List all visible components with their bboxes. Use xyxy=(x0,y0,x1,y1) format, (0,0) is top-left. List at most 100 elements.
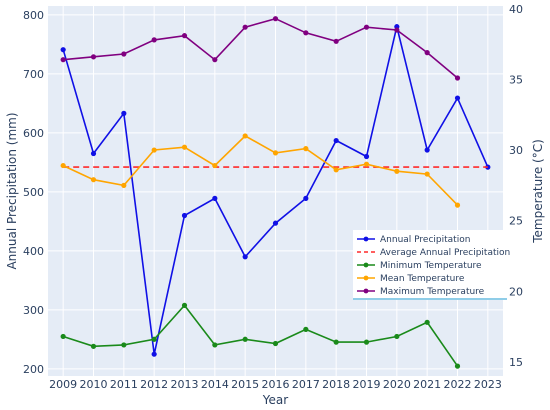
annual-precipitation-point xyxy=(272,220,279,226)
mean-temperature-legend-label: Mean Temperature xyxy=(380,274,465,284)
y-left-tick-label: 600 xyxy=(23,127,44,140)
legend-box xyxy=(353,230,507,300)
legend: Annual Precipitation Average Annual Preci… xyxy=(353,230,510,300)
annual-precipitation-point xyxy=(303,195,309,201)
minimum-temperature-point xyxy=(151,336,157,342)
x-tick-label: 2023 xyxy=(474,378,502,391)
mean-temperature-point xyxy=(60,162,66,169)
y-right-tick-label: 15 xyxy=(509,356,523,369)
maximum-temperature-point xyxy=(151,37,157,43)
minimum-temperature-line xyxy=(62,304,459,367)
annual-precipitation-point xyxy=(121,110,127,117)
x-axis-title: Year xyxy=(262,393,288,407)
minimum-temperature-point xyxy=(424,319,430,325)
minimum-temperature-point xyxy=(272,340,279,347)
y-axis-right-title: Temperature (°C) xyxy=(531,139,545,244)
minimum-temperature-point xyxy=(363,339,370,345)
x-tick-label: 2020 xyxy=(383,378,411,391)
x-tick-label: 2016 xyxy=(262,378,290,391)
annual-precipitation-point xyxy=(424,147,430,153)
annual-precipitation-point xyxy=(242,254,248,260)
x-tick-label: 2009 xyxy=(49,378,77,391)
maximum-temperature-point xyxy=(333,38,339,44)
mean-temperature-point xyxy=(272,150,279,156)
x-tick-label: 2019 xyxy=(353,378,381,391)
x-tick-label: 2012 xyxy=(140,378,168,391)
x-tick-label: 2021 xyxy=(413,378,441,391)
annual-precipitation-point xyxy=(60,47,66,53)
y-left-tick-label: 200 xyxy=(23,363,44,376)
x-tick-label: 2011 xyxy=(110,378,138,391)
x-tick-label: 2015 xyxy=(231,378,259,391)
minimum-temperature-point xyxy=(242,336,248,342)
x-tick-label: 2018 xyxy=(322,378,350,391)
y-right-tick-label: 25 xyxy=(509,215,523,228)
minimum-temperature-point xyxy=(121,342,127,348)
maximum-temperature-point xyxy=(424,50,430,56)
mean-temperature-point xyxy=(242,133,248,139)
y-right-tick-label: 35 xyxy=(509,73,523,86)
mean-temperature-legend-marker xyxy=(363,275,369,281)
y-left-tick-label: 700 xyxy=(23,68,44,81)
minimum-temperature-point xyxy=(333,339,339,345)
mean-temperature-point xyxy=(90,177,97,183)
annual-precipitation-point xyxy=(151,351,157,357)
annual-precipitation-point xyxy=(333,137,339,144)
mean-temperature-point xyxy=(212,162,218,169)
series-layer xyxy=(60,16,491,369)
mean-temperature-point xyxy=(181,144,188,150)
y-axis-left-title: Annual Precipitation (mm) xyxy=(5,112,19,269)
mean-temperature-point xyxy=(363,161,370,167)
annual-precipitation-point xyxy=(454,95,461,101)
mean-temperature-point xyxy=(454,202,461,208)
mean-temperature-point xyxy=(424,171,430,177)
mean-temperature-point xyxy=(121,182,127,188)
x-tick-label: 2017 xyxy=(292,378,320,391)
minimum-temperature-point xyxy=(454,363,461,369)
mean-temperature-line xyxy=(62,134,459,206)
maximum-temperature-point xyxy=(303,30,309,36)
minimum-temperature-point xyxy=(60,333,66,340)
axes-layer: 2009 2010 2011 2012 2013 2014 2015 2016 2017 2018… xyxy=(23,3,523,391)
maximum-temperature-point xyxy=(181,33,188,39)
y-left-tick-label: 800 xyxy=(23,9,44,22)
minimum-temperature-point xyxy=(212,342,218,348)
y-left-tick-label: 500 xyxy=(23,186,44,199)
y-right-tick-label: 20 xyxy=(509,285,523,298)
y-left-tick-label: 300 xyxy=(23,304,44,317)
annual-precipitation-legend-marker xyxy=(363,236,369,242)
mean-temperature-point xyxy=(303,146,309,152)
maximum-temperature-point xyxy=(121,51,127,57)
mean-temperature-point xyxy=(333,167,339,173)
annual-precipitation-point xyxy=(212,195,218,201)
average-annual-precipitation-legend-label: Average Annual Precipitation xyxy=(380,248,510,258)
minimum-temperature-legend-marker xyxy=(363,262,369,268)
annual-precipitation-legend-label: Annual Precipitation xyxy=(380,235,470,245)
maximum-temperature-point xyxy=(394,27,400,33)
maximum-temperature-point xyxy=(454,75,461,81)
maximum-temperature-point xyxy=(212,57,218,63)
minimum-temperature-point xyxy=(90,343,97,349)
minimum-temperature-point xyxy=(181,302,188,308)
x-tick-label: 2022 xyxy=(444,378,472,391)
mean-temperature-point xyxy=(151,147,157,153)
y-left-tick-label: 400 xyxy=(23,245,44,258)
x-tick-label: 2014 xyxy=(201,378,229,391)
y-right-tick-label: 40 xyxy=(509,3,523,16)
maximum-temperature-legend-label: Maximum Temperature xyxy=(380,287,485,297)
maximum-temperature-point xyxy=(242,24,248,30)
y-right-tick-label: 30 xyxy=(509,144,523,157)
x-tick-label: 2010 xyxy=(80,378,108,391)
maximum-temperature-point xyxy=(60,57,66,63)
annual-precipitation-point xyxy=(363,153,370,160)
minimum-temperature-legend-label: Minimum Temperature xyxy=(380,261,482,271)
maximum-temperature-legend-marker xyxy=(363,288,369,294)
annual-precipitation-point xyxy=(485,164,491,170)
gridlines xyxy=(48,6,503,376)
annual-precipitation-point xyxy=(181,212,188,219)
minimum-temperature-point xyxy=(303,326,309,332)
minimum-temperature-point xyxy=(394,333,400,340)
maximum-temperature-line xyxy=(63,17,459,79)
